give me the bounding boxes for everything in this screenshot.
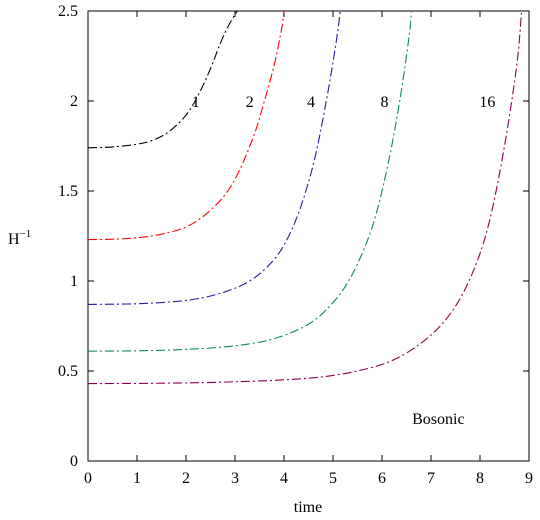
y-tick-label: 2.5	[58, 3, 78, 20]
x-tick-label: 2	[182, 470, 190, 487]
x-axis-label: time	[294, 499, 322, 516]
x-tick-label: 5	[329, 470, 337, 487]
x-tick-label: 9	[525, 470, 533, 487]
x-tick-label: 8	[476, 470, 484, 487]
y-tick-label: 2	[70, 93, 78, 110]
series-line-16	[87, 10, 523, 385]
plot-frame	[87, 10, 530, 462]
y-axis-label-superscript: −1	[20, 228, 32, 240]
curve-label-2: 2	[246, 94, 254, 111]
series-line-4	[87, 10, 341, 305]
x-tick-label: 4	[280, 470, 288, 487]
curve-label-1: 1	[192, 94, 200, 111]
curve-labels: 1 2 4 8 16	[192, 94, 496, 111]
x-tick-label: 3	[231, 470, 239, 487]
series-line-8	[87, 10, 412, 352]
axis-ticks: 0 1 2 3 4 5 6 7 8 9 0 0.5 1 1.5 2 2.5	[58, 3, 533, 487]
y-tick-label: 0	[70, 453, 78, 470]
curve-label-16: 16	[479, 94, 495, 111]
x-tick-label: 7	[427, 470, 435, 487]
y-tick-label: 0.5	[58, 363, 78, 380]
x-tick-label: 1	[133, 470, 141, 487]
x-tick-label: 6	[378, 470, 386, 487]
curve-label-8: 8	[380, 94, 388, 111]
bosonic-annotation: Bosonic	[412, 411, 464, 428]
y-tick-label: 1	[70, 273, 78, 290]
x-tick-label: 0	[84, 470, 92, 487]
series-line-2	[87, 10, 285, 241]
series-line-1	[87, 10, 238, 149]
curve-label-4: 4	[307, 94, 315, 111]
y-axis-label: H−1	[8, 228, 31, 248]
y-tick-label: 1.5	[58, 183, 78, 200]
y-axis-label-base: H	[8, 231, 20, 248]
data-series	[87, 10, 523, 385]
